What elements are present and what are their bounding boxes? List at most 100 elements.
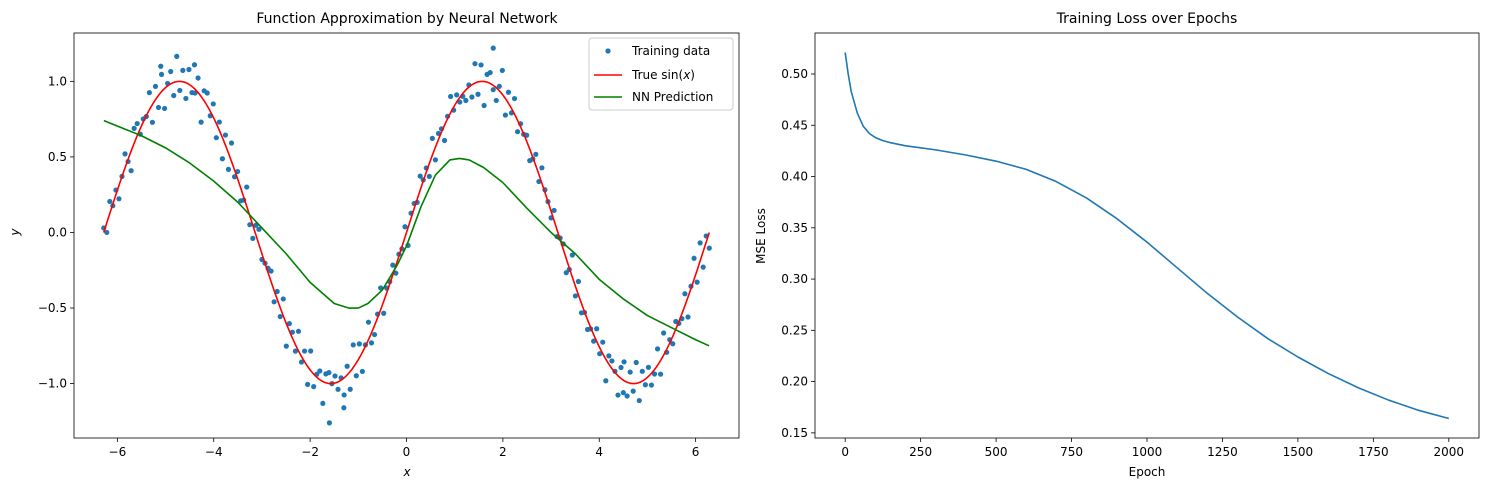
x-tick-label: 750 bbox=[1060, 445, 1083, 459]
training-data-point bbox=[177, 87, 183, 94]
training-data-point bbox=[341, 405, 347, 411]
training-data-point bbox=[493, 97, 499, 104]
training-data-point bbox=[502, 112, 508, 118]
training-data-point bbox=[107, 198, 113, 205]
training-data-point bbox=[308, 348, 314, 354]
training-data-point bbox=[356, 341, 362, 347]
training-data-point bbox=[475, 91, 481, 97]
plot-area bbox=[101, 45, 712, 426]
training-data-point bbox=[402, 224, 408, 230]
training-data-point bbox=[295, 328, 302, 334]
training-data-point bbox=[286, 321, 292, 327]
y-axis-label: y bbox=[8, 228, 22, 237]
training-data-point bbox=[429, 135, 435, 141]
training-data-point bbox=[244, 184, 250, 190]
chart-title: Training Loss over Epochs bbox=[1056, 11, 1238, 27]
y-tick-label: 0.20 bbox=[781, 375, 808, 389]
training-data-point bbox=[636, 397, 642, 404]
axes-frame bbox=[814, 32, 1480, 439]
y-axis-label: MSE Loss bbox=[754, 208, 768, 264]
training-data-point bbox=[247, 222, 253, 228]
x-tick-label: 250 bbox=[909, 445, 932, 459]
training-data-point bbox=[311, 384, 317, 390]
training-data-point bbox=[630, 388, 636, 394]
x-tick-label: 500 bbox=[985, 445, 1008, 459]
training-data-point bbox=[645, 364, 652, 370]
training-data-point bbox=[496, 83, 502, 89]
training-data-point bbox=[268, 268, 274, 274]
training-data-point bbox=[210, 101, 216, 107]
training-data-point bbox=[600, 339, 606, 345]
x-tick-label: −4 bbox=[205, 445, 223, 459]
training-data-point bbox=[597, 351, 603, 357]
training-data-point bbox=[116, 196, 122, 202]
training-data-point bbox=[191, 62, 198, 68]
training-data-point bbox=[606, 353, 612, 359]
training-data-point bbox=[335, 386, 341, 392]
training-data-point bbox=[454, 92, 460, 98]
y-axis-ticks: 0.15 0.20 0.25 0.30 0.35 0.40 0.45 0.50 bbox=[781, 67, 815, 440]
true-sin-line bbox=[102, 80, 711, 385]
training-data-point bbox=[670, 341, 676, 347]
x-tick-label: 0 bbox=[403, 445, 411, 459]
y-tick-label: −0.5 bbox=[38, 301, 67, 315]
legend-label-suffix: ) bbox=[690, 68, 695, 82]
training-data-point bbox=[365, 319, 372, 325]
y-tick-label: 0.5 bbox=[48, 150, 67, 164]
training-data-point bbox=[161, 105, 168, 112]
training-data-point bbox=[186, 66, 192, 73]
training-data-point bbox=[569, 252, 575, 258]
y-tick-label: 0.50 bbox=[781, 67, 808, 81]
training-data-point bbox=[441, 137, 448, 144]
training-data-point bbox=[213, 135, 219, 141]
legend-marker-training-data bbox=[605, 48, 611, 54]
training-data-point bbox=[180, 67, 186, 73]
legend-label-prefix: True sin( bbox=[631, 68, 683, 82]
training-data-point bbox=[682, 291, 688, 297]
training-data-point bbox=[706, 245, 712, 251]
chart-title: Function Approximation by Neural Network bbox=[256, 11, 558, 27]
x-tick-label: 4 bbox=[595, 445, 603, 459]
training-data-point bbox=[158, 63, 164, 69]
training-data-point bbox=[432, 157, 439, 163]
training-data-point bbox=[280, 296, 286, 302]
training-data-point bbox=[609, 358, 615, 364]
x-tick-label: 1500 bbox=[1283, 445, 1314, 459]
training-data-point bbox=[128, 168, 134, 174]
training-data-point bbox=[158, 71, 165, 77]
training-data-point bbox=[481, 102, 487, 109]
legend-label-true-sin: True sin(x) bbox=[631, 68, 695, 82]
legend-label-nn-prediction: NN Prediction bbox=[632, 90, 713, 104]
x-tick-label: −2 bbox=[301, 445, 319, 459]
axes-frame bbox=[73, 32, 740, 439]
y-tick-label: 0.15 bbox=[781, 426, 808, 440]
training-data-point bbox=[301, 348, 308, 354]
training-data-point bbox=[146, 90, 152, 96]
training-data-point bbox=[448, 93, 454, 100]
x-tick-label: −6 bbox=[109, 445, 127, 459]
training-data-point bbox=[198, 119, 204, 125]
training-data-point bbox=[326, 370, 332, 376]
training-data-point bbox=[368, 340, 375, 346]
training-data-point bbox=[104, 229, 110, 236]
training-data-point bbox=[274, 288, 280, 295]
training-data-point bbox=[615, 392, 621, 398]
y-tick-label: 0.30 bbox=[781, 272, 808, 286]
training-data-point bbox=[359, 368, 365, 375]
training-data-point bbox=[661, 330, 667, 336]
x-axis-label: Epoch bbox=[1129, 465, 1166, 479]
training-data-point bbox=[563, 270, 569, 276]
training-data-point bbox=[694, 279, 700, 285]
training-data-point bbox=[271, 299, 277, 305]
training-data-point bbox=[317, 368, 323, 374]
training-data-point bbox=[131, 125, 137, 131]
x-tick-label: 2000 bbox=[1434, 445, 1465, 459]
y-tick-label: 0.0 bbox=[48, 225, 67, 239]
legend-label-math: x bbox=[682, 68, 691, 82]
training-data-point bbox=[572, 293, 578, 299]
training-data-point bbox=[654, 346, 661, 352]
training-data-point bbox=[490, 45, 496, 51]
training-data-point bbox=[651, 371, 658, 377]
training-data-point bbox=[618, 364, 624, 371]
